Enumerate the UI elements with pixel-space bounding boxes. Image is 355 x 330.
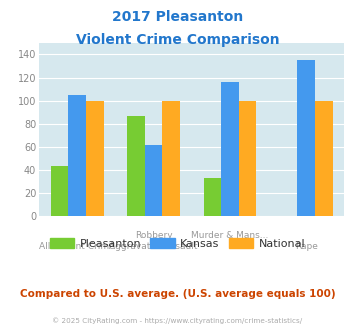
Bar [51, 166, 69, 216]
Text: Robbery: Robbery [135, 231, 172, 240]
Text: © 2025 CityRating.com - https://www.cityrating.com/crime-statistics/: © 2025 CityRating.com - https://www.city… [53, 317, 302, 324]
Bar [239, 101, 256, 216]
Bar [297, 60, 315, 216]
Text: Aggravated Assault: Aggravated Assault [109, 242, 198, 250]
Bar [86, 101, 104, 216]
Bar [162, 101, 180, 216]
Text: All Violent Crime: All Violent Crime [39, 242, 115, 250]
Text: Violent Crime Comparison: Violent Crime Comparison [76, 33, 279, 47]
Text: 2017 Pleasanton: 2017 Pleasanton [112, 10, 243, 24]
Text: Rape: Rape [295, 242, 318, 250]
Text: Murder & Mans...: Murder & Mans... [191, 231, 268, 240]
Bar [203, 178, 221, 216]
Bar [145, 145, 162, 216]
Text: Compared to U.S. average. (U.S. average equals 100): Compared to U.S. average. (U.S. average … [20, 289, 335, 299]
Bar [315, 101, 333, 216]
Legend: Pleasanton, Kansas, National: Pleasanton, Kansas, National [45, 234, 310, 253]
Bar [127, 115, 145, 216]
Bar [221, 82, 239, 216]
Bar [69, 95, 86, 216]
